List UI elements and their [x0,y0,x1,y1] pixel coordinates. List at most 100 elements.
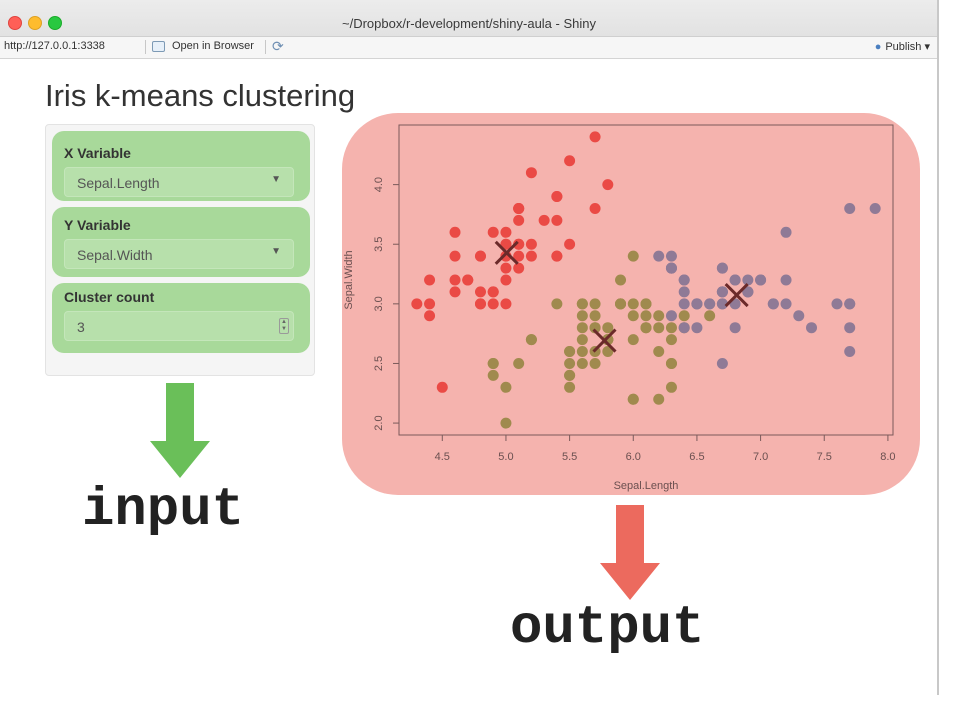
x-variable-group: X Variable Sepal.Length ▼ [52,131,310,201]
open-in-browser-button[interactable]: Open in Browser [172,40,254,52]
data-point [780,274,792,286]
viewer-toolbar: http://127.0.0.1:3338 Open in Browser ⟳ … [0,37,938,59]
data-point [678,310,690,322]
data-point [424,298,436,310]
data-point [844,298,856,310]
x-variable-label: X Variable [64,145,131,161]
data-point [780,226,792,238]
data-point [653,310,665,322]
y-axis-label: Sepal.Width [343,250,355,309]
data-point [487,369,499,381]
data-point [500,381,512,393]
data-point [716,298,728,310]
data-point [576,357,588,369]
x-variable-value: Sepal.Length [77,175,160,191]
data-point [742,286,754,298]
data-point [806,322,818,334]
data-point [462,274,474,286]
x-variable-select[interactable]: Sepal.Length ▼ [64,167,294,197]
data-point [576,322,588,334]
data-point [755,274,767,286]
data-point [564,381,576,393]
data-point [474,298,486,310]
x-tick-label: 6.5 [689,451,704,463]
data-point [487,286,499,298]
data-point [449,274,461,286]
x-tick-label: 7.0 [753,451,768,463]
cluster-center-mark [724,282,749,308]
chevron-down-icon: ▼ [271,174,281,185]
data-point [513,262,525,274]
minimize-window-button[interactable] [28,16,42,30]
data-point [627,298,639,310]
stepper-icon[interactable]: ▲ ▼ [279,318,289,334]
y-tick-label: 4.0 [373,177,385,192]
plot-frame [398,124,894,436]
data-point [525,238,537,250]
data-point [500,262,512,274]
output-arrow-shape [600,505,660,600]
y-variable-value: Sepal.Width [77,247,153,263]
publish-button[interactable]: ● Publish ▾ [874,41,930,53]
y-tick-label: 3.0 [373,296,385,311]
data-point [653,346,665,358]
data-point [576,298,588,310]
data-point [551,250,563,262]
pane-divider[interactable] [937,0,939,695]
data-point [665,310,677,322]
data-point [525,250,537,262]
data-point [513,357,525,369]
x-tick-label: 4.5 [435,451,450,463]
data-point [653,393,665,405]
data-point [627,334,639,346]
data-point [589,322,601,334]
data-point [678,286,690,298]
data-point [449,226,461,238]
y-variable-group: Y Variable Sepal.Width ▼ [52,207,310,277]
data-point [564,357,576,369]
y-variable-select[interactable]: Sepal.Width ▼ [64,239,294,269]
data-point [665,357,677,369]
data-point [844,322,856,334]
data-point [449,286,461,298]
data-point [525,167,537,179]
input-annotation: input [82,480,245,541]
url-text[interactable]: http://127.0.0.1:3338 [4,40,105,52]
publish-label: Publish [885,41,922,53]
refresh-icon[interactable]: ⟳ [272,38,284,54]
data-point [640,322,652,334]
data-point [704,298,716,310]
data-point [665,262,677,274]
x-tick-label: 7.5 [817,451,832,463]
data-point [640,310,652,322]
close-window-button[interactable] [8,16,22,30]
data-point [716,357,728,369]
toolbar-separator [265,40,266,54]
x-tick-label: 8.0 [880,451,895,463]
data-point [589,298,601,310]
zoom-window-button[interactable] [48,16,62,30]
data-point [665,334,677,346]
data-point [678,322,690,334]
data-point [640,298,652,310]
data-point [576,346,588,358]
data-point [678,274,690,286]
data-point [500,417,512,429]
data-point [678,298,690,310]
data-point [576,310,588,322]
data-point [602,346,614,358]
data-point [487,226,499,238]
data-point [742,274,754,286]
data-point [869,202,881,214]
cluster-count-input[interactable]: 3 ▲ ▼ [64,311,294,341]
data-point [589,131,601,143]
data-point [500,238,512,250]
data-point [793,310,805,322]
kmeans-scatter-plot: 4.5 5.0 5.5 6.0 6.5 7.0 7.5 8.0 2.0 2.5 3.0 3.5 4.0 S… [343,124,896,492]
data-point [551,214,563,226]
data-point [436,381,448,393]
open-in-browser-icon[interactable] [152,41,165,52]
data-point [474,250,486,262]
data-point [716,262,728,274]
data-point [627,310,639,322]
